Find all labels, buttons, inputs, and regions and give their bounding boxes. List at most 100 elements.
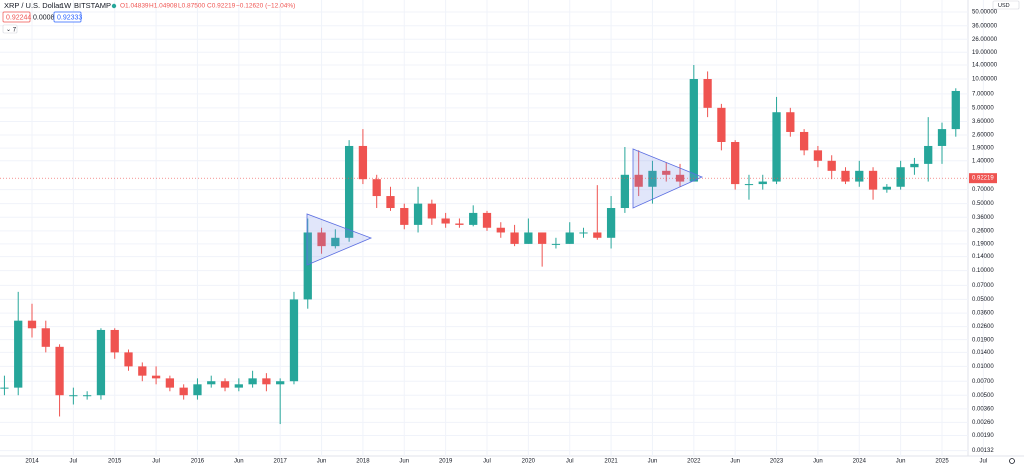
candle-body <box>344 145 354 238</box>
settings-icon[interactable] <box>1009 458 1015 464</box>
candle-body <box>372 179 381 197</box>
candle-body <box>262 378 271 385</box>
y-tick-label: 0.01900 <box>972 337 994 343</box>
candle-body <box>41 328 50 347</box>
candle-body <box>841 170 850 182</box>
x-tick-label: 2018 <box>356 459 370 465</box>
price-axis-bg <box>968 0 1024 466</box>
x-tick-label: Jul <box>152 459 160 465</box>
candle-body <box>469 212 478 225</box>
y-tick-label: 0.26000 <box>972 228 994 234</box>
candle-body <box>96 329 106 396</box>
y-tick-label: 0.01400 <box>972 350 994 356</box>
candle-body <box>882 186 891 190</box>
candle-body <box>276 381 285 385</box>
bid: 0.92244 <box>6 14 31 21</box>
currency: USD <box>998 3 1010 9</box>
triangle-drawing <box>306 213 373 266</box>
x-tick-label: Jun <box>234 459 244 465</box>
indicator-toggle[interactable] <box>2 24 18 34</box>
y-tick-label: 0.00132 <box>972 448 994 454</box>
y-tick-label: 26.00000 <box>972 37 998 43</box>
y-tick-label: 0.36000 <box>972 215 994 221</box>
y-tick-label: 0.05000 <box>972 297 994 303</box>
bid-box[interactable] <box>2 11 31 23</box>
candle-body <box>551 243 561 245</box>
candle-body <box>55 346 64 396</box>
grid <box>0 0 984 456</box>
candle-body <box>110 329 119 353</box>
candle-body <box>510 232 519 244</box>
x-tick-label: Jun <box>813 459 823 465</box>
y-tick-label: 0.00360 <box>972 406 994 412</box>
candle-body <box>427 203 436 219</box>
candle-body <box>69 395 78 397</box>
y-tick-label: 19.00000 <box>972 50 998 56</box>
candle-body <box>620 174 630 209</box>
x-tick-label: Jun <box>648 459 658 465</box>
last-price-label: 0.92219 <box>972 176 994 182</box>
ohlc-value: L0.87500 <box>178 3 205 10</box>
x-tick-label: 2014 <box>25 459 39 465</box>
candle-body <box>124 352 133 367</box>
candle-body <box>744 184 754 186</box>
candle-body <box>896 167 905 187</box>
candle-body <box>165 378 175 388</box>
x-tick-label: Jul <box>70 459 78 465</box>
ohlc-value: C0.92219 <box>207 3 236 10</box>
y-tick-label: 36.00000 <box>972 23 998 29</box>
x-tick-label: 2015 <box>108 459 122 465</box>
y-tick-label: 1.90000 <box>972 146 994 152</box>
candle-body <box>138 366 147 376</box>
candle-body <box>441 218 450 224</box>
x-tick-label: Jul <box>566 459 574 465</box>
x-tick-label: Jun <box>399 459 409 465</box>
candle-body <box>606 208 616 238</box>
candle-body <box>524 232 533 244</box>
y-tick-label: 0.01000 <box>972 364 994 370</box>
candle-body <box>303 232 312 300</box>
candle-body <box>0 387 9 389</box>
ohlc-value: H1.04908 <box>149 3 178 10</box>
candle-body <box>565 232 574 244</box>
candle-body <box>731 141 740 185</box>
x-tick-label: 2020 <box>522 459 536 465</box>
ohlc-readout: O1.04839 H1.04908 L0.87500 C0.92219 −0.12620… <box>120 3 295 10</box>
ask-box[interactable] <box>53 11 82 23</box>
candle-body <box>358 145 368 180</box>
y-tick-label: 50.00000 <box>972 10 998 16</box>
x-tick-label: Jun <box>317 459 327 465</box>
candle-body <box>772 112 781 182</box>
candles <box>0 65 960 425</box>
candle-body <box>496 227 505 233</box>
candle-body <box>799 131 809 151</box>
y-tick-label: 7.00000 <box>972 91 994 97</box>
candle-body <box>662 170 671 175</box>
candle-body <box>400 208 409 225</box>
exchange: BITSTAMP <box>74 1 111 10</box>
x-tick-label: 2025 <box>935 459 949 465</box>
x-tick-label: 2017 <box>274 459 288 465</box>
currency-select[interactable] <box>992 0 1020 10</box>
candle-body <box>868 170 878 190</box>
y-tick-label: 0.02600 <box>972 324 994 330</box>
candle-body <box>220 381 230 388</box>
y-tick-label: 2.60000 <box>972 133 994 139</box>
x-tick-label: 2024 <box>853 459 867 465</box>
x-tick-label: 2023 <box>770 459 784 465</box>
x-tick-label: 2016 <box>191 459 205 465</box>
y-tick-label: 0.50000 <box>972 201 994 207</box>
symbol-title: XRP / U.S. Dollar <box>4 1 62 10</box>
candle-body <box>14 320 23 388</box>
x-tick-label: 2019 <box>439 459 453 465</box>
candle-body <box>289 299 299 382</box>
x-tick-label: 2021 <box>604 459 618 465</box>
candle-body <box>689 79 698 182</box>
indicator-count: ⌄ 7 <box>6 27 17 33</box>
candle-body <box>179 387 188 396</box>
candle-body <box>951 90 960 130</box>
x-tick-label: Jun <box>896 459 906 465</box>
candle-body <box>413 203 423 225</box>
candle-body <box>813 150 823 161</box>
